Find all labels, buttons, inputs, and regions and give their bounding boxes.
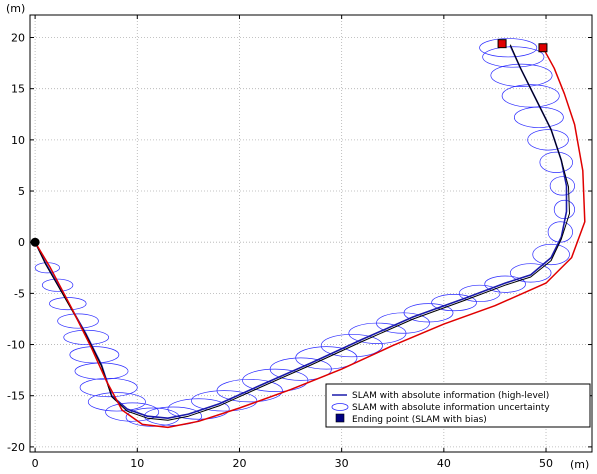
uncertainty-ellipse (320, 333, 383, 358)
x-tick-label: 0 (32, 457, 39, 470)
uncertainty-ellipse (57, 313, 99, 329)
uncertainty-ellipse (509, 263, 552, 283)
uncertainty-ellipse (216, 378, 283, 403)
series-line-slam-bias (34, 47, 586, 429)
uncertainty-ellipse (79, 377, 138, 398)
x-tick-label: 10 (130, 457, 144, 470)
y-tick-label: -20 (7, 441, 25, 454)
y-tick-label: 0 (18, 236, 25, 249)
uncertainty-ellipse (549, 176, 575, 196)
uncertainty-ellipse (458, 284, 501, 302)
legend: SLAM with absolute information (high-lev… (325, 383, 591, 428)
end-point-marker-bias (538, 43, 548, 53)
y-tick-label: -5 (14, 287, 25, 300)
uncertainty-ellipse (431, 294, 477, 312)
legend-label-uncertainty: SLAM with absolute information uncertain… (352, 403, 550, 413)
uncertainty-ellipse (295, 346, 358, 370)
uncertainty-ellipse (403, 303, 454, 323)
x-tick-label: 20 (232, 457, 246, 470)
uncertainty-ellipse (484, 275, 526, 293)
y-tick-label: 15 (11, 83, 25, 96)
y-tick-label: -15 (7, 390, 25, 403)
uncertainty-ellipse (513, 106, 564, 128)
uncertainty-ellipse (63, 329, 110, 345)
uncertainty-ellipse (167, 398, 230, 420)
y-tick-label: -10 (7, 339, 25, 352)
start-point-marker (30, 237, 40, 247)
uncertainty-ellipse (527, 129, 569, 151)
end-point-marker-absolute (497, 39, 507, 49)
y-axis-label: (m) (6, 2, 25, 15)
legend-label-ending-point: Ending point (SLAM with bias) (352, 415, 487, 425)
y-tick-label: 20 (11, 32, 25, 45)
legend-square-swatch (335, 413, 345, 423)
x-axis-label: (m) (570, 458, 589, 471)
tick-marks (30, 15, 592, 452)
uncertainty-ellipse (74, 362, 129, 380)
legend-label-slam: SLAM with absolute information (high-lev… (352, 391, 549, 401)
uncertainty-ellipse (49, 297, 87, 311)
uncertainty-ellipse (105, 402, 160, 422)
x-tick-label: 30 (335, 457, 349, 470)
uncertainty-ellipse (490, 63, 553, 87)
x-tick-label: 50 (539, 457, 553, 470)
uncertainty-ellipse (539, 151, 573, 173)
uncertainty-ellipse (191, 390, 258, 412)
uncertainty-ellipse (532, 243, 570, 266)
uncertainty-ellipse (41, 278, 74, 292)
uncertainty-ellipse (376, 312, 430, 334)
legend-ellipse-swatch (331, 403, 349, 411)
uncertainty-ellipses (34, 38, 575, 427)
uncertainty-ellipse (482, 46, 545, 68)
plot-frame (29, 14, 593, 453)
uncertainty-ellipse (87, 392, 146, 412)
legend-box (325, 383, 591, 428)
uncertainty-ellipse (144, 406, 203, 426)
uncertainty-ellipse (501, 84, 560, 108)
y-tick-label: 5 (18, 185, 25, 198)
series-layer (34, 44, 586, 429)
x-tick-label: 40 (437, 457, 451, 470)
uncertainty-ellipse (479, 38, 538, 58)
y-tick-label: 10 (11, 134, 25, 147)
markers (30, 39, 548, 247)
